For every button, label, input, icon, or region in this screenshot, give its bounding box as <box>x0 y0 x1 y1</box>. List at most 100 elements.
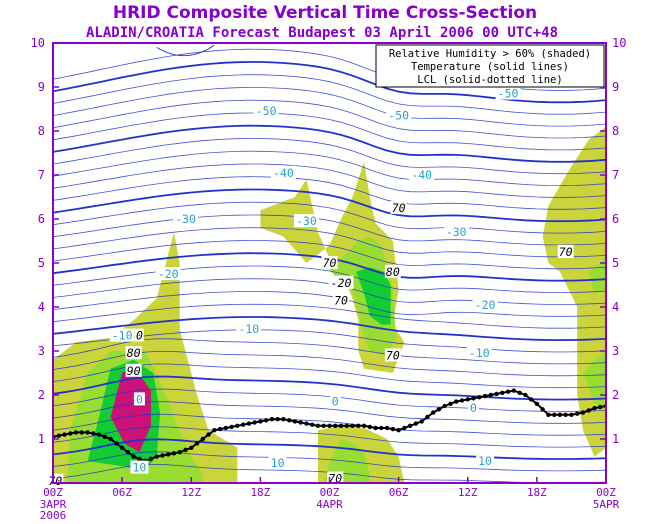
isotherm-4 <box>53 413 606 436</box>
legend-frame <box>375 44 605 88</box>
legend-entry-temperature: Temperature (solid lines) <box>411 61 569 73</box>
y-tick-label-right: 1 <box>612 432 619 446</box>
y-tick-label-left: 3 <box>38 344 45 358</box>
x-tick-label: 18Z <box>250 486 270 499</box>
temperature-label: 10 <box>478 454 492 468</box>
x-tick-label: 12Z <box>458 486 478 499</box>
lcl-point <box>194 441 200 446</box>
isotherm-30 <box>53 87 606 127</box>
lcl-point <box>91 431 96 436</box>
x-tick-label: 06Z <box>389 486 409 499</box>
rh-label-bg <box>327 471 344 485</box>
rh-label: 70 <box>334 293 348 307</box>
lcl-point <box>321 423 326 428</box>
isotherm-19 <box>53 227 606 258</box>
lcl-point <box>246 421 252 426</box>
temperature-label: -50 <box>388 109 409 123</box>
isotherm-16 <box>53 265 606 294</box>
lcl-point <box>448 401 453 406</box>
temperature-label-bg <box>386 108 412 122</box>
lcl-point <box>482 393 488 399</box>
rh-label-bg <box>125 346 142 360</box>
lcl-point <box>350 423 355 428</box>
lcl-point <box>206 432 211 437</box>
lcl-point <box>235 423 240 428</box>
lcl-point <box>477 395 482 400</box>
temperature-label-bg <box>472 297 498 311</box>
lcl-point <box>258 419 263 424</box>
rh-label-bg <box>134 328 144 342</box>
lcl-point <box>390 426 396 432</box>
rh-label: 70 <box>559 245 573 259</box>
isotherm-28 <box>53 112 606 151</box>
temperature-label-bg <box>236 322 262 335</box>
isotherm-32 <box>53 61 606 104</box>
lcl-point <box>287 418 292 423</box>
isotherm-29 <box>53 99 606 139</box>
temperature-label-bg <box>109 328 135 342</box>
chart-title: HRID Composite Vertical Time Cross-Secti… <box>113 3 537 23</box>
isotherm-5 <box>53 401 606 424</box>
isotherm-21 <box>53 201 606 234</box>
lcl-point <box>304 421 309 426</box>
y-tick-label-left: 1 <box>38 432 45 446</box>
lcl-point <box>488 392 493 398</box>
lcl-point <box>431 410 436 415</box>
isotherm-7 <box>53 375 606 401</box>
temperature-label: 10 <box>132 461 146 475</box>
temperature-label: -30 <box>296 214 317 228</box>
x-tick-label: 06Z <box>112 486 132 499</box>
lcl-point <box>592 406 597 411</box>
temperature-label-bg <box>409 168 435 181</box>
lcl-point <box>442 403 447 409</box>
y-tick-label-left: 2 <box>38 388 45 402</box>
lcl-point <box>252 420 257 425</box>
temperature-label-bg <box>329 394 341 408</box>
lcl-point <box>528 397 534 402</box>
isotherm-3 <box>53 426 606 448</box>
lcl-point <box>85 430 90 435</box>
y-tick-label-left: 6 <box>38 212 45 226</box>
lcl-point <box>315 423 321 428</box>
y-tick-label-left: 4 <box>38 300 45 314</box>
rh-label: 70 <box>323 256 337 270</box>
isotherm-20 <box>53 214 606 246</box>
lcl-point <box>425 414 430 420</box>
rh-region-5 <box>323 236 397 356</box>
temperature-label: -40 <box>273 166 294 180</box>
lcl-point <box>171 451 177 456</box>
y-tick-label-right: 4 <box>612 300 619 314</box>
isotherm-9 <box>53 350 606 377</box>
chart-subtitle: ALADIN/CROATIA Forecast Budapest 03 Apri… <box>86 25 558 41</box>
lcl-point <box>114 441 119 446</box>
y-tick-label-left: 8 <box>38 124 45 138</box>
y-tick-label-right: 7 <box>612 168 619 182</box>
legend-entry-lcl: LCL (solid-dotted line) <box>417 74 562 86</box>
lcl-point <box>407 423 413 428</box>
lcl-point <box>281 417 286 422</box>
lcl-point <box>327 423 332 428</box>
x-tick-sublabel: 5APR <box>593 498 620 511</box>
isotherm-8 <box>53 363 606 389</box>
temperature-label: -50 <box>256 104 277 118</box>
lcl-point <box>310 422 315 427</box>
lcl-point <box>131 454 136 459</box>
isotherm-6 <box>53 388 606 412</box>
legend-box: Relative Humidity > 60% (shaded) Tempera… <box>375 44 605 88</box>
rh-region-9 <box>588 254 606 294</box>
rh-label: -20 <box>331 276 352 290</box>
y-tick-label-right: 10 <box>612 36 626 50</box>
rh-label-bg <box>329 275 353 289</box>
lcl-point <box>361 423 367 428</box>
rh-label-bg <box>321 256 338 269</box>
lcl-point <box>402 425 407 431</box>
lcl-point <box>240 422 246 427</box>
lcl-point <box>367 424 372 430</box>
isotherm-31 <box>53 74 606 115</box>
lcl-point <box>586 408 591 413</box>
lcl-point <box>552 412 557 417</box>
temperature-label: 0 <box>136 392 143 406</box>
temperature-label: -10 <box>112 329 133 343</box>
lcl-point <box>540 407 545 412</box>
y-tick-label-right: 9 <box>612 80 619 94</box>
